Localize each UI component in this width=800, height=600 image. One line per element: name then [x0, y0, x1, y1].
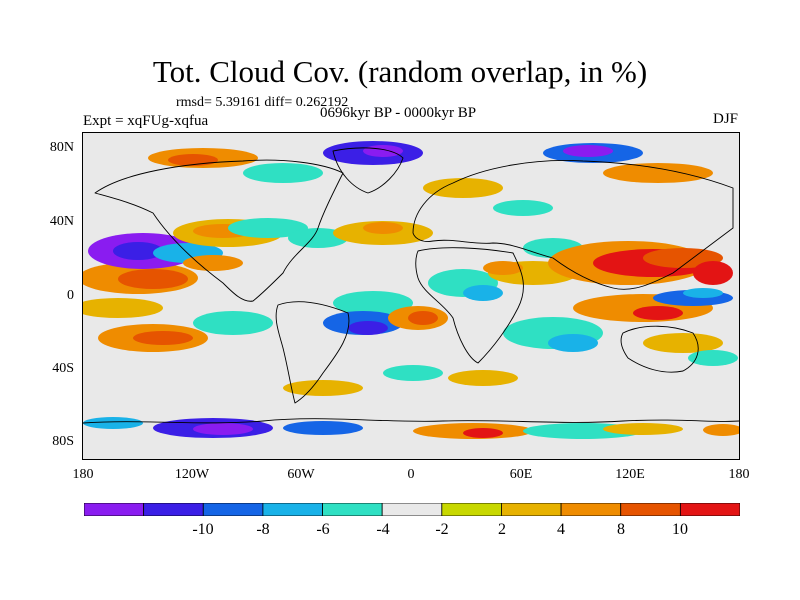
lon-tick-label: 60W — [287, 467, 315, 482]
colorbar-box — [202, 503, 264, 516]
colorbar-label: 4 — [557, 521, 565, 538]
anomaly-region — [363, 145, 403, 157]
colorbar-label: -4 — [376, 521, 390, 538]
colorbar-label: -2 — [435, 521, 449, 538]
anomaly-region — [463, 285, 503, 301]
lon-tick-label: 120E — [615, 467, 645, 482]
lat-tick-label: 40N — [49, 214, 74, 229]
colorbar-box — [262, 503, 323, 516]
colorbar-label: -8 — [256, 521, 270, 538]
anomaly-region — [633, 306, 683, 320]
anomaly-region — [83, 417, 143, 429]
coastline-africa — [415, 247, 524, 364]
colorbar-box — [84, 503, 145, 516]
anomaly-region — [408, 311, 438, 325]
anomaly-region — [183, 255, 243, 271]
anomaly-region — [603, 163, 713, 183]
map-plot-area — [82, 132, 740, 460]
period-label: 0696kyr BP - 0000kyr BP — [320, 105, 477, 121]
coastline-antarctica — [83, 418, 739, 424]
lon-tick-label: 0 — [407, 467, 415, 482]
season-label: DJF — [712, 111, 738, 127]
colorbar-label: 2 — [498, 521, 506, 538]
color-scale-bar — [84, 503, 740, 516]
anomaly-region — [603, 423, 683, 435]
anomaly-region — [228, 218, 308, 238]
coastline-australia — [620, 325, 699, 373]
anomaly-region — [363, 222, 403, 234]
lat-tick-label: 0 — [67, 288, 74, 303]
colorbar-box — [620, 503, 681, 516]
colorbar-box — [679, 503, 740, 516]
map-title: Tot. Cloud Cov. (random overlap, in %) — [152, 54, 648, 89]
statistics-line: rmsd= 5.39161 diff= 0.262192 — [176, 95, 349, 110]
anomaly-region — [383, 365, 443, 381]
colorbar-box — [143, 503, 204, 516]
anomaly-region — [333, 291, 413, 315]
anomaly-region — [688, 350, 738, 366]
coastline-eurasia — [412, 160, 734, 290]
experiment-label: Expt = xqFUg-xqfua — [83, 113, 209, 129]
anomaly-region — [193, 423, 253, 435]
anomaly-region — [133, 331, 193, 345]
anomaly-region — [563, 145, 613, 157]
lon-tick-label: 180 — [72, 467, 94, 482]
colorbar-label: 10 — [672, 521, 688, 538]
anomaly-region — [463, 428, 503, 438]
anomaly-region — [348, 321, 388, 335]
anomaly-region — [118, 269, 188, 289]
anomaly-region — [83, 298, 163, 318]
anomaly-region — [483, 261, 523, 275]
colorbar-box — [560, 503, 622, 516]
colorbar-label: -10 — [192, 521, 214, 538]
anomaly-region — [703, 424, 739, 436]
lat-tick-label: 40S — [52, 361, 74, 376]
lon-tick-label: 60E — [509, 467, 533, 482]
anomaly-region — [243, 163, 323, 183]
anomaly-region — [113, 242, 163, 260]
colorbar-label: -6 — [316, 521, 330, 538]
anomaly-region — [683, 288, 723, 298]
colorbar-box — [501, 503, 562, 516]
lat-tick-label: 80N — [49, 140, 74, 155]
coastline-greenland — [332, 147, 404, 194]
coastlines — [83, 147, 739, 424]
coastline-north-america — [94, 159, 344, 302]
anomaly-region — [283, 380, 363, 396]
anomaly-region — [548, 334, 598, 352]
colorbar-box — [381, 503, 443, 516]
anomaly-region — [493, 200, 553, 216]
coastline-south-america — [275, 301, 350, 404]
anomaly-region — [193, 311, 273, 335]
anomaly-region — [693, 261, 733, 285]
cloud-cover-anomaly-map — [83, 141, 739, 439]
colorbar-box — [441, 503, 502, 516]
anomaly-region — [283, 421, 363, 435]
anomaly-region — [448, 370, 518, 386]
lat-tick-label: 80S — [52, 434, 74, 449]
anomaly-fields — [83, 141, 739, 439]
anomaly-region — [643, 333, 723, 353]
lon-tick-label: 120W — [174, 467, 210, 482]
lon-tick-label: 180 — [728, 467, 750, 482]
colorbar-box — [322, 503, 383, 516]
colorbar-label: 8 — [617, 521, 625, 538]
anomaly-region — [423, 178, 503, 198]
